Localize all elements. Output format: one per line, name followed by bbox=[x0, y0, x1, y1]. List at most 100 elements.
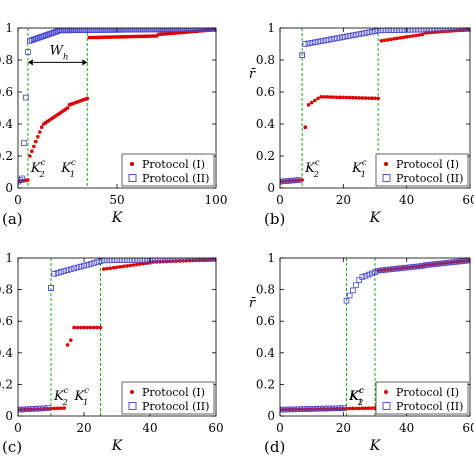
data-point bbox=[25, 406, 31, 412]
data-point bbox=[340, 405, 347, 411]
data-point bbox=[26, 178, 30, 182]
series-protocol-ii bbox=[18, 28, 216, 185]
data-point bbox=[54, 270, 61, 276]
data-point bbox=[78, 325, 83, 330]
critical-point-label: Kc 2 bbox=[53, 385, 69, 407]
data-point bbox=[289, 406, 296, 413]
data-point bbox=[294, 407, 298, 412]
data-point bbox=[280, 178, 286, 185]
data-point bbox=[322, 407, 327, 411]
y-tick-label: 0.2 bbox=[0, 377, 13, 391]
data-point bbox=[413, 263, 419, 270]
data-point bbox=[359, 274, 366, 280]
axes-frame bbox=[279, 27, 471, 189]
data-point bbox=[435, 28, 442, 33]
data-point bbox=[451, 28, 457, 32]
data-point bbox=[325, 95, 330, 99]
data-point bbox=[350, 32, 356, 39]
data-point bbox=[414, 33, 418, 38]
data-point bbox=[392, 267, 396, 271]
panel-label: (b) bbox=[264, 210, 285, 228]
series-protocol-i bbox=[18, 28, 216, 184]
data-point bbox=[125, 264, 129, 268]
y-tick-label: 0.2 bbox=[0, 149, 13, 163]
data-point bbox=[52, 29, 59, 35]
y-tick-label: 0.2 bbox=[256, 377, 275, 391]
data-point bbox=[419, 28, 426, 33]
data-point bbox=[455, 259, 460, 264]
data-point bbox=[404, 265, 409, 270]
data-point bbox=[346, 292, 353, 299]
data-point bbox=[341, 95, 346, 100]
data-point bbox=[407, 28, 413, 33]
data-point bbox=[29, 37, 35, 43]
data-point bbox=[135, 262, 139, 267]
critical-point-label: Kc 2 bbox=[304, 157, 320, 179]
x-tick-label: 40 bbox=[142, 421, 157, 435]
data-point bbox=[378, 28, 385, 34]
data-point bbox=[85, 325, 90, 330]
data-point bbox=[441, 260, 448, 266]
data-point bbox=[98, 325, 103, 330]
data-point bbox=[381, 267, 388, 273]
data-point bbox=[331, 405, 337, 412]
panel-label: (a) bbox=[2, 210, 23, 228]
legend-marker-square bbox=[128, 174, 137, 182]
data-point bbox=[44, 405, 51, 411]
data-point bbox=[451, 259, 457, 265]
data-point bbox=[378, 267, 385, 274]
y-axis-label: r̄ bbox=[249, 67, 257, 82]
plot-area bbox=[280, 28, 470, 188]
data-point bbox=[41, 405, 48, 412]
data-point bbox=[286, 177, 293, 184]
data-point bbox=[59, 406, 63, 411]
series-protocol-ii bbox=[280, 258, 470, 413]
data-point bbox=[299, 52, 305, 58]
data-point bbox=[433, 262, 437, 266]
data-point bbox=[449, 29, 453, 33]
data-point bbox=[360, 96, 365, 100]
data-point bbox=[379, 39, 384, 43]
data-point bbox=[385, 38, 390, 42]
data-point bbox=[297, 407, 301, 412]
data-point bbox=[328, 95, 333, 99]
legend bbox=[375, 153, 469, 187]
data-point bbox=[290, 407, 295, 412]
data-point bbox=[186, 258, 193, 262]
data-point bbox=[381, 28, 388, 34]
data-point bbox=[410, 264, 416, 270]
data-point bbox=[293, 177, 299, 184]
data-point bbox=[287, 179, 292, 183]
x-tick-label: 60 bbox=[462, 193, 474, 207]
data-point bbox=[359, 30, 366, 37]
data-point bbox=[52, 406, 57, 411]
data-point bbox=[305, 406, 312, 412]
data-point bbox=[416, 263, 423, 270]
data-point bbox=[408, 34, 412, 39]
data-point bbox=[430, 262, 434, 267]
data-point bbox=[372, 28, 378, 34]
data-point bbox=[395, 266, 399, 271]
data-point bbox=[312, 406, 318, 412]
data-point bbox=[410, 28, 416, 33]
data-point bbox=[335, 95, 339, 100]
data-point bbox=[332, 95, 336, 99]
data-point bbox=[19, 175, 25, 182]
data-point bbox=[338, 95, 342, 100]
data-point bbox=[354, 95, 358, 100]
data-point bbox=[38, 33, 45, 40]
series-protocol-ii bbox=[18, 258, 216, 413]
data-point bbox=[438, 28, 445, 33]
x-axis-label: K bbox=[111, 210, 124, 226]
data-point bbox=[398, 36, 403, 40]
data-point bbox=[31, 406, 38, 412]
data-point bbox=[141, 261, 146, 266]
data-point bbox=[436, 261, 441, 266]
legend-marker-dot bbox=[130, 162, 134, 166]
data-point bbox=[343, 33, 350, 40]
data-point bbox=[316, 96, 320, 101]
data-point bbox=[133, 258, 140, 263]
data-point bbox=[335, 406, 339, 411]
data-point bbox=[87, 261, 94, 267]
legend-entry: Protocol (I) bbox=[142, 158, 205, 171]
